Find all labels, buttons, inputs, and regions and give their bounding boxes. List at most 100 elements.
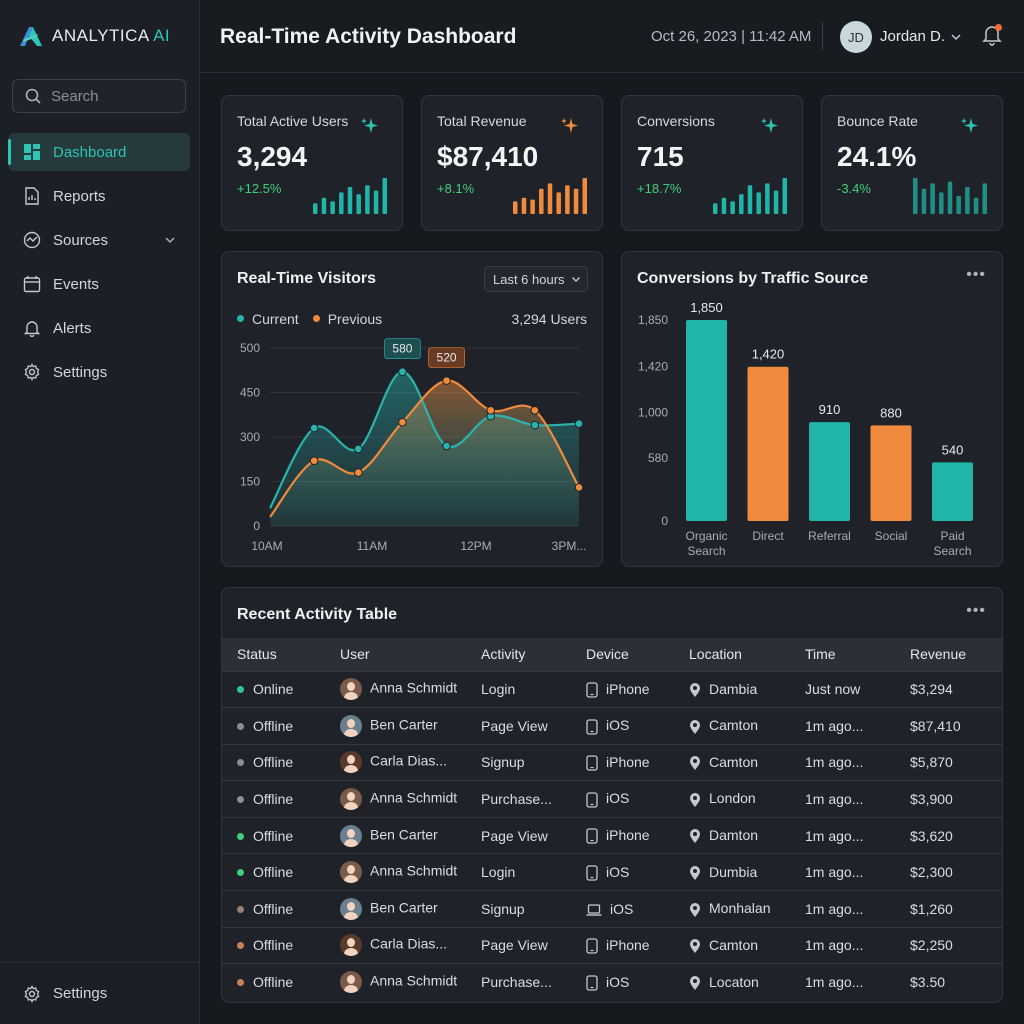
data-point[interactable] xyxy=(442,376,451,385)
data-point[interactable] xyxy=(486,406,496,415)
avatar[interactable]: JD xyxy=(840,21,872,53)
user-name[interactable]: Jordan D. xyxy=(880,28,946,45)
table-row[interactable]: Online Anna Schmidt Login iPhone Dambia Just … xyxy=(222,671,1002,708)
kpi-mini-bar xyxy=(982,183,987,214)
table-row[interactable]: Offline Ben Carter Page View iPhone Damton 1m… xyxy=(222,817,1002,854)
data-point[interactable] xyxy=(574,419,584,428)
kpi-mini-bar xyxy=(313,203,318,214)
data-point[interactable] xyxy=(353,468,363,477)
cell-status: Offline xyxy=(222,817,325,854)
user-name[interactable]: Carla Dias... xyxy=(370,936,448,953)
device-text: iPhone xyxy=(606,936,650,953)
legend-item-previous[interactable]: Previous xyxy=(312,311,382,327)
bar-organic-search[interactable] xyxy=(686,320,727,521)
search-box[interactable] xyxy=(12,79,186,113)
cell-location: Monhalan xyxy=(674,891,790,928)
visitors-area-chart[interactable]: 500 450 300 150 0 10AM 11AM 12PM 3PM... 580 520 xyxy=(222,336,602,566)
conversions-bar-chart[interactable]: 1,8501,4201,00058001,850OrganicSearch1,4… xyxy=(622,302,1002,562)
data-point[interactable] xyxy=(398,417,407,427)
panel-title: Conversions by Traffic Source xyxy=(637,270,869,287)
kpi-mini-bar xyxy=(721,197,727,214)
time-range-dropdown[interactable]: Last 6 hours xyxy=(484,266,588,292)
kpi-card-active-users[interactable]: Total Active Users 3,294 +12.5% xyxy=(221,95,403,231)
user-name[interactable]: Ben Carter xyxy=(370,716,438,733)
bar-value-label: 1,850 xyxy=(690,302,723,315)
kpi-mini-bar xyxy=(339,192,344,214)
data-point[interactable] xyxy=(530,406,540,415)
chevron-down-icon[interactable] xyxy=(164,234,176,246)
cell-device: iPhone xyxy=(571,671,674,708)
brand-logo[interactable]: ANALYTICA AI xyxy=(18,24,170,48)
user-name[interactable]: Ben Carter xyxy=(370,826,438,843)
column-header[interactable]: Activity xyxy=(481,646,526,663)
table-row[interactable]: Offline Carla Dias... Signup iPhone Camton 1m… xyxy=(222,744,1002,781)
data-point[interactable] xyxy=(309,456,319,466)
kpi-mini-bar xyxy=(539,188,544,214)
bar-social[interactable] xyxy=(870,425,912,521)
sidebar-item-events[interactable]: Events xyxy=(8,265,190,303)
x-tick-label: 11AM xyxy=(357,539,387,553)
device-text: iOS xyxy=(610,900,634,917)
sparkle-icon xyxy=(561,118,578,133)
data-point[interactable] xyxy=(574,483,584,492)
kpi-card-total-revenue[interactable]: Total Revenue $87,410 +8.1% xyxy=(421,95,603,231)
column-header[interactable]: Location xyxy=(689,646,742,663)
cell-status: Offline xyxy=(222,854,325,891)
data-point[interactable] xyxy=(398,367,407,377)
kpi-card-bounce-rate[interactable]: Bounce Rate 24.1% -3.4% xyxy=(821,95,1003,231)
table-row[interactable]: Offline Ben Carter Page View iOS Camton 1m ag… xyxy=(222,707,1002,745)
bar-direct[interactable] xyxy=(747,366,789,521)
y-tick-label: 1,420 xyxy=(638,360,668,374)
data-point[interactable] xyxy=(442,441,451,451)
user-name[interactable]: Anna Schmidt xyxy=(370,789,458,806)
bar-referral[interactable] xyxy=(809,422,850,521)
notification-bell-icon[interactable] xyxy=(982,24,1002,46)
data-point[interactable] xyxy=(530,420,540,430)
x-tick-label: Organic xyxy=(685,529,727,543)
cell-status: Offline xyxy=(222,708,325,745)
more-options-icon[interactable]: ••• xyxy=(966,266,986,283)
sidebar-item-settings[interactable]: Settings xyxy=(8,353,190,391)
location-pin-icon xyxy=(690,719,700,734)
status-text: Offline xyxy=(253,937,294,954)
table-row[interactable]: Offline Anna Schmidt Purchase... iOS London 1… xyxy=(222,780,1002,818)
column-header[interactable]: Time xyxy=(805,646,836,663)
user-name[interactable]: Ben Carter xyxy=(370,899,438,916)
table-row[interactable]: Offline Anna Schmidt Purchase... iOS Locaton… xyxy=(222,963,1002,1001)
kpi-mini-bar xyxy=(765,183,770,214)
user-name[interactable]: Anna Schmidt xyxy=(370,973,458,989)
table-row[interactable]: Offline Anna Schmidt Login iOS Dumbia 1m ago.… xyxy=(222,853,1002,891)
sidebar-item-alerts[interactable]: Alerts xyxy=(8,309,190,347)
sidebar-item-sources[interactable]: Sources xyxy=(8,221,190,259)
cell-revenue: $2,300 xyxy=(910,864,953,881)
user-name[interactable]: Anna Schmidt xyxy=(370,862,458,879)
table-row[interactable]: Offline Ben Carter Signup iOS Monhalan 1m ago… xyxy=(222,890,1002,928)
bar-paid-search[interactable] xyxy=(932,462,973,521)
header-datetime: Oct 26, 2023 | 11:42 AM xyxy=(651,28,812,45)
bar-value-label: 540 xyxy=(942,442,964,457)
data-point[interactable] xyxy=(353,444,363,454)
phone-icon xyxy=(586,975,598,991)
data-point[interactable] xyxy=(309,423,319,433)
sidebar-item-dashboard[interactable]: Dashboard xyxy=(8,133,190,171)
column-header[interactable]: User xyxy=(340,646,370,663)
device-text: iPhone xyxy=(606,753,650,770)
cell-status: Offline xyxy=(222,964,325,1001)
legend-item-current[interactable]: Current xyxy=(237,311,299,327)
sidebar-item-reports[interactable]: Reports xyxy=(8,177,190,215)
column-header[interactable]: Status xyxy=(237,646,277,663)
cell-time: 1m ago... xyxy=(805,900,864,917)
column-header[interactable]: Device xyxy=(586,646,629,663)
sidebar-settings-bottom[interactable]: Settings xyxy=(0,962,200,1024)
user-name[interactable]: Anna Schmidt xyxy=(370,680,458,696)
brand-name: ANALYTICA AI xyxy=(52,26,171,45)
annotation-label: 520 xyxy=(437,351,457,365)
chevron-down-icon[interactable] xyxy=(950,31,962,43)
kpi-card-conversions[interactable]: Conversions 715 +18.7% xyxy=(621,95,803,231)
column-header[interactable]: Revenue xyxy=(910,646,967,663)
search-input[interactable] xyxy=(51,87,171,105)
cell-activity: Page View xyxy=(481,937,548,954)
user-name[interactable]: Carla Dias... xyxy=(370,753,448,770)
table-row[interactable]: Offline Carla Dias... Page View iPhone Camto… xyxy=(222,927,1002,964)
more-options-icon[interactable]: ••• xyxy=(966,602,986,619)
